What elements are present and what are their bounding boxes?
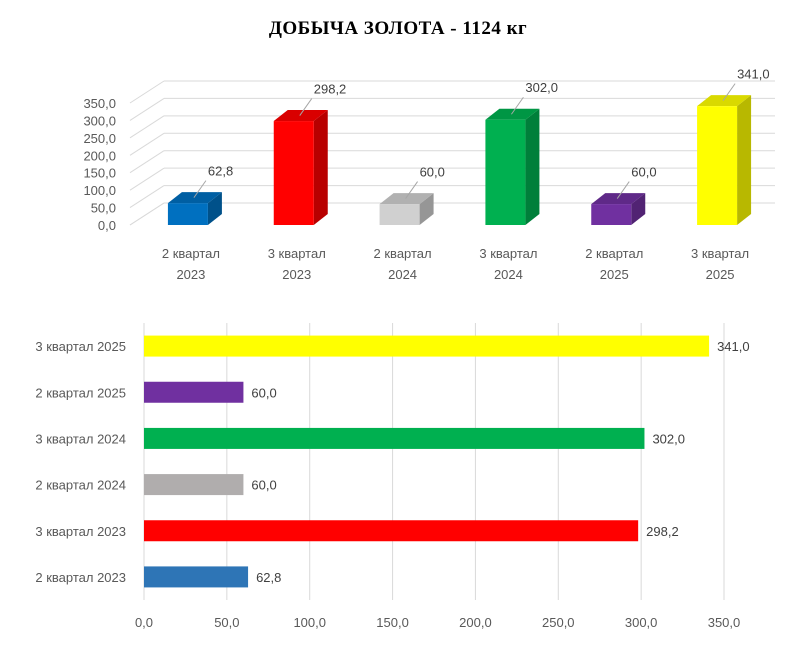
gridline-side [129,150,165,174]
column-chart-3d: 0,0 50,0 100,0 150,0 200,0 250,0 300,0 350,0 62,… [83,67,775,282]
bar [167,192,222,225]
bar-front [591,204,632,225]
bar [144,427,645,449]
x-tick-label: 2 квартал 2023 [162,246,220,282]
gridline-side [129,98,165,121]
y-tick-label: 2 квартал 2023 [35,570,126,585]
x-tick-label: 3 квартал 2025 [691,246,749,282]
bar-front [485,119,526,225]
bar-side [631,193,646,225]
x-tick-label: 3 квартал 2023 [268,246,326,282]
data-label: 60,0 [420,165,445,180]
y-tick-label: 50,0 [91,201,116,216]
data-label: 62,8 [208,164,233,179]
data-label: 302,0 [525,80,558,95]
data-label: 302,0 [652,431,685,446]
gridline-side [129,185,165,208]
data-label: 298,2 [314,82,347,97]
bar-top [591,193,646,205]
data-label: 60,0 [631,165,656,180]
data-label: 62,8 [256,570,281,585]
bar [379,193,434,225]
x-tick-label: 350,0 [708,615,741,630]
y-tick-label: 3 квартал 2023 [35,524,126,539]
bar [144,520,639,542]
label-leader [616,181,630,199]
gridline-side [129,167,165,191]
x-tick-label: 2 квартал 2024 [374,246,432,282]
y-tick-label: 350,0 [83,96,116,111]
y-tick-label: 150,0 [83,166,116,181]
x-tick-label: 200,0 [459,615,492,630]
bar-top [273,110,328,122]
label-leader [722,83,736,101]
data-label: 60,0 [251,478,276,493]
bar-top [485,108,540,120]
y-tick-label: 300,0 [83,113,116,128]
bar [144,474,244,496]
bar [144,381,244,403]
bar [144,335,710,357]
gridline-side [129,115,165,139]
bar [273,110,328,225]
bar-side [419,193,434,225]
data-label: 341,0 [717,339,750,354]
y-tick-label: 3 квартал 2024 [35,431,126,446]
y-tick-label: 250,0 [83,131,116,146]
y-tick-label: 200,0 [83,148,116,163]
bar-front [273,121,314,225]
bar-top [697,95,752,107]
x-tick-label: 50,0 [214,615,239,630]
bar-side [207,192,222,225]
x-tick-label: 300,0 [625,615,658,630]
bar-top [379,193,434,205]
bar [485,108,540,225]
bar-side [737,95,752,225]
data-label: 298,2 [646,524,679,539]
bar [144,566,249,588]
label-leader [193,180,207,198]
x-tick-label: 3 квартал 2024 [479,246,537,282]
y-tick-label: 0,0 [98,218,116,233]
x-tick-label: 2 квартал 2025 [585,246,643,282]
data-label: 341,0 [737,67,770,82]
bar [697,95,752,225]
bar-front [697,106,738,225]
x-tick-label: 0,0 [135,615,153,630]
gridline-side [129,202,165,226]
bar-side [525,108,540,225]
label-leader [405,181,418,199]
bar [591,193,646,225]
bar-front [167,203,208,225]
gridline-side [129,132,165,156]
bar-side [313,110,328,225]
bar-front [379,204,420,225]
y-tick-label: 2 квартал 2024 [35,478,126,493]
y-tick-label: 2 квартал 2025 [35,385,126,400]
y-tick-label: 3 квартал 2025 [35,339,126,354]
y-tick-label: 100,0 [83,183,116,198]
x-tick-label: 100,0 [293,615,326,630]
x-tick-label: 150,0 [376,615,409,630]
bar-top [167,192,222,204]
label-leader [511,96,524,115]
x-tick-label: 250,0 [542,615,575,630]
data-label: 60,0 [251,385,276,400]
label-leader [299,98,313,116]
gridline-side [129,80,165,104]
chart-title: ДОБЫЧА ЗОЛОТА - 1124 кг [268,18,528,39]
